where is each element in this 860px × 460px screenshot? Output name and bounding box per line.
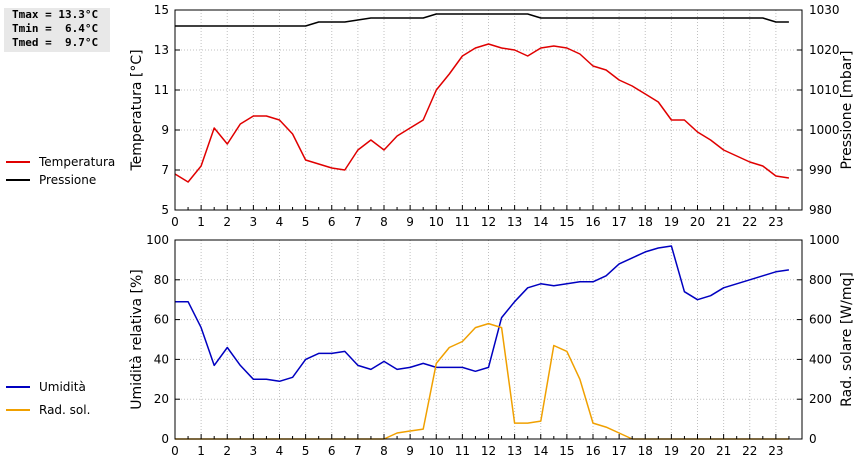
x-tick-label: 2 [223,215,231,229]
x-tick-label: 2 [223,444,231,458]
y2-tick-label: 1030 [809,3,840,17]
y-tick-label: 11 [154,83,169,97]
y2-tick-label: 400 [809,352,832,366]
y2-tick-label: 0 [809,432,817,446]
x-tick-label: 21 [716,444,731,458]
x-tick-label: 10 [429,444,444,458]
y2-tick-label: 990 [809,163,832,177]
stat-tmed: Tmed = 9.7°C [12,36,99,49]
y-tick-label: 0 [161,432,169,446]
x-tick-label: 15 [559,215,574,229]
x-tick-label: 21 [716,215,731,229]
x-tick-label: 19 [664,215,679,229]
stat-tmin: Tmin = 6.4°C [12,22,99,35]
series-line-pressione [175,13,789,27]
series-line-temperatura [174,43,790,183]
x-tick-label: 12 [481,215,496,229]
x-tick-label: 20 [690,444,705,458]
x-tick-label: 3 [250,444,258,458]
x-tick-label: 23 [768,215,783,229]
series-line-rad-sol- [175,322,789,440]
x-tick-label: 9 [406,444,414,458]
y2-tick-label: 1000 [809,123,840,137]
x-tick-label: 18 [638,444,653,458]
x-tick-label: 0 [171,215,179,229]
stat-tmax: Tmax = 13.3°C [12,8,99,21]
y-tick-label: 5 [161,203,169,217]
y-tick-label: 60 [154,313,169,327]
x-tick-label: 22 [742,444,757,458]
y2-tick-label: 200 [809,392,832,406]
chart-panel-1: 0 1 2 3 4 5 6 7 8 9 10 11 12 13 14 15 16 17 18 19 20 21 22 2357… [6,3,855,229]
x-tick-label: 10 [429,215,444,229]
y2-axis-title: Pressione [mbar] [839,50,855,169]
y2-tick-label: 980 [809,203,832,217]
y-tick-label: 13 [154,43,169,57]
x-tick-label: 5 [302,444,310,458]
x-tick-label: 4 [276,444,284,458]
x-tick-label: 16 [585,215,600,229]
x-tick-label: 6 [328,444,336,458]
x-tick-label: 8 [380,444,388,458]
y-tick-label: 100 [146,233,169,247]
x-tick-label: 15 [559,444,574,458]
y2-tick-label: 600 [809,313,832,327]
x-tick-label: 0 [171,444,179,458]
y-tick-label: 9 [161,123,169,137]
x-tick-label: 9 [406,215,414,229]
x-tick-label: 12 [481,444,496,458]
x-tick-label: 16 [585,444,600,458]
x-tick-label: 1 [197,215,205,229]
y-tick-label: 7 [161,163,169,177]
x-tick-label: 7 [354,215,362,229]
y-tick-label: 20 [154,392,169,406]
x-tick-label: 18 [638,215,653,229]
x-tick-label: 19 [664,444,679,458]
x-tick-label: 14 [533,444,548,458]
stats-box: Tmax = 13.3°C Tmin = 6.4°C Tmed = 9.7°C [4,8,110,52]
x-tick-label: 7 [354,444,362,458]
y-tick-label: 15 [154,3,169,17]
x-tick-label: 23 [768,444,783,458]
x-tick-label: 20 [690,215,705,229]
x-tick-label: 13 [507,215,522,229]
x-tick-label: 6 [328,215,336,229]
y2-tick-label: 800 [809,273,832,287]
x-tick-label: 17 [611,444,626,458]
y-tick-label: 80 [154,273,169,287]
x-tick-label: 5 [302,215,310,229]
legend-label: Temperatura [38,155,115,169]
series-line-umidit- [175,245,790,383]
x-tick-label: 11 [455,444,470,458]
x-tick-label: 4 [276,215,284,229]
x-tick-label: 11 [455,215,470,229]
x-tick-label: 1 [197,444,205,458]
x-tick-label: 8 [380,215,388,229]
x-tick-label: 14 [533,215,548,229]
y-axis-title: Umidità relativa [%] [129,269,145,410]
x-tick-label: 13 [507,444,522,458]
y2-tick-label: 1010 [809,83,840,97]
y-tick-label: 40 [154,352,169,366]
x-tick-label: 17 [611,215,626,229]
legend-label: Pressione [39,173,96,187]
y2-axis-title: Rad. solare [W/mq] [839,272,855,407]
legend-label: Rad. sol. [39,403,90,417]
y2-tick-label: 1000 [809,233,840,247]
x-tick-label: 22 [742,215,757,229]
y-axis-title: Temperatura [°C] [129,49,145,171]
x-tick-label: 3 [250,215,258,229]
legend-label: Umidità [39,380,86,394]
y2-tick-label: 1020 [809,43,840,57]
chart-panel-2: 0 1 2 3 4 5 6 7 8 9 10 11 12 13 14 15 16 17 18 19 20 21 22 2302… [6,233,855,458]
